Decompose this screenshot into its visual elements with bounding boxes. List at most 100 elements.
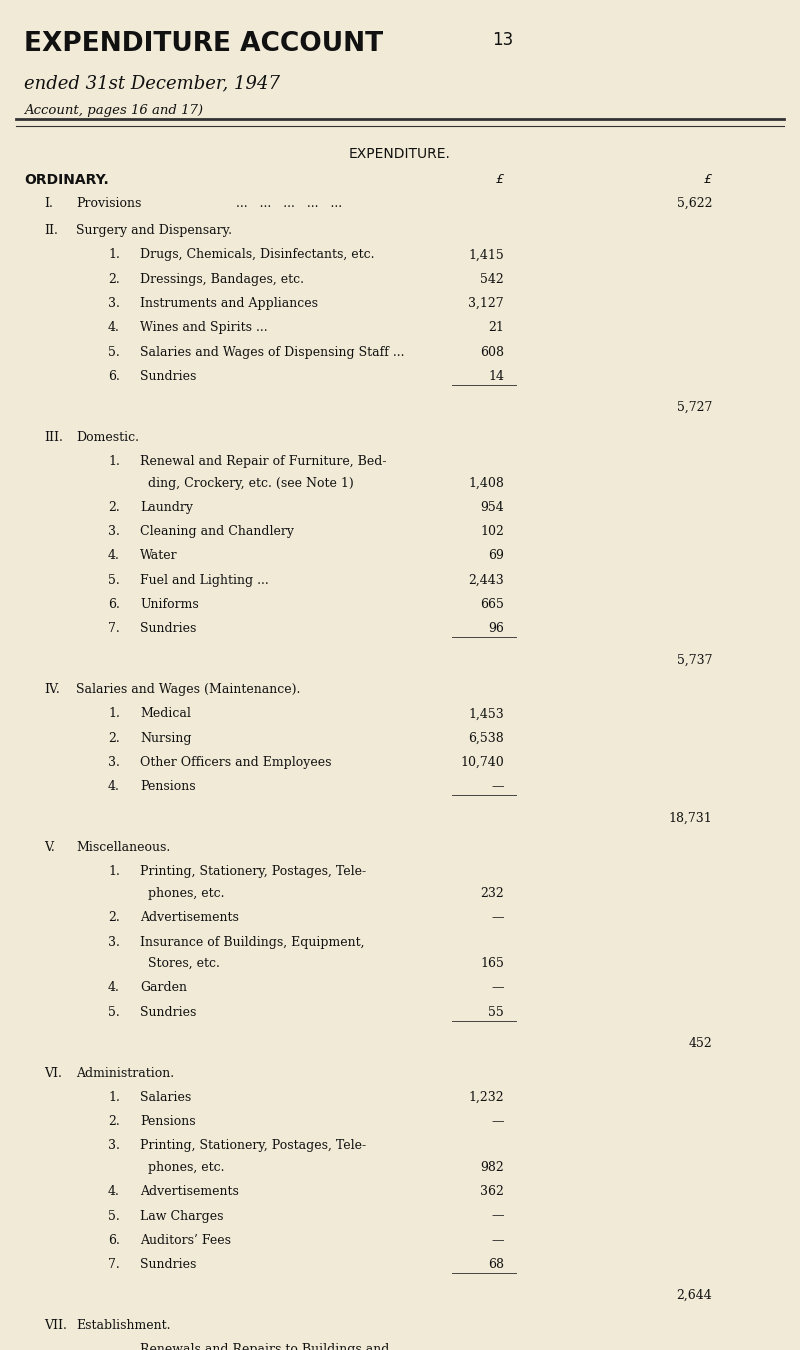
Text: Insurance of Buildings, Equipment,: Insurance of Buildings, Equipment, (140, 936, 365, 949)
Text: EXPENDITURE ACCOUNT: EXPENDITURE ACCOUNT (24, 31, 383, 57)
Text: Pensions: Pensions (140, 1115, 196, 1129)
Text: Account, pages 16 and 17): Account, pages 16 and 17) (24, 104, 203, 117)
Text: 1,453: 1,453 (468, 707, 504, 721)
Text: Surgery and Dispensary.: Surgery and Dispensary. (76, 224, 232, 238)
Text: £: £ (496, 173, 504, 186)
Text: 608: 608 (480, 346, 504, 359)
Text: 21: 21 (488, 321, 504, 335)
Text: 3.: 3. (108, 936, 120, 949)
Text: Sundries: Sundries (140, 1006, 196, 1019)
Text: 982: 982 (480, 1161, 504, 1174)
Text: ding, Crockery, etc. (see Note 1): ding, Crockery, etc. (see Note 1) (148, 477, 354, 490)
Text: 452: 452 (688, 1037, 712, 1050)
Text: Dressings, Bandages, etc.: Dressings, Bandages, etc. (140, 273, 304, 286)
Text: 362: 362 (480, 1185, 504, 1199)
Text: II.: II. (44, 224, 58, 238)
Text: Advertisements: Advertisements (140, 911, 239, 925)
Text: Salaries and Wages of Dispensing Staff ...: Salaries and Wages of Dispensing Staff .… (140, 346, 405, 359)
Text: 2,644: 2,644 (676, 1289, 712, 1303)
Text: —: — (491, 981, 504, 995)
Text: Salaries and Wages (Maintenance).: Salaries and Wages (Maintenance). (76, 683, 300, 697)
Text: Water: Water (140, 549, 178, 563)
Text: 1,415: 1,415 (468, 248, 504, 262)
Text: Other Officers and Employees: Other Officers and Employees (140, 756, 331, 770)
Text: 10,740: 10,740 (460, 756, 504, 770)
Text: 3.: 3. (108, 756, 120, 770)
Text: 954: 954 (480, 501, 504, 514)
Text: 5,622: 5,622 (677, 197, 712, 211)
Text: 3.: 3. (108, 1139, 120, 1153)
Text: 2,443: 2,443 (468, 574, 504, 587)
Text: Printing, Stationery, Postages, Tele-: Printing, Stationery, Postages, Tele- (140, 1139, 366, 1153)
Text: 4.: 4. (108, 1185, 120, 1199)
Text: Printing, Stationery, Postages, Tele-: Printing, Stationery, Postages, Tele- (140, 865, 366, 879)
Text: Uniforms: Uniforms (140, 598, 198, 612)
Text: 165: 165 (480, 957, 504, 971)
Text: —: — (491, 1115, 504, 1129)
Text: VII.: VII. (44, 1319, 67, 1332)
Text: IV.: IV. (44, 683, 60, 697)
Text: 4.: 4. (108, 549, 120, 563)
Text: Provisions: Provisions (76, 197, 142, 211)
Text: Domestic.: Domestic. (76, 431, 139, 444)
Text: Stores, etc.: Stores, etc. (148, 957, 220, 971)
Text: Administration.: Administration. (76, 1066, 174, 1080)
Text: Sundries: Sundries (140, 1258, 196, 1272)
Text: Establishment.: Establishment. (76, 1319, 170, 1332)
Text: 2.: 2. (108, 1115, 120, 1129)
Text: 2.: 2. (108, 911, 120, 925)
Text: 3.: 3. (108, 525, 120, 539)
Text: ...   ...   ...   ...   ...: ... ... ... ... ... (236, 197, 342, 211)
Text: Sundries: Sundries (140, 370, 196, 383)
Text: 2.: 2. (108, 501, 120, 514)
Text: ORDINARY.: ORDINARY. (24, 173, 109, 186)
Text: 1.: 1. (108, 1091, 120, 1104)
Text: 69: 69 (488, 549, 504, 563)
Text: Cleaning and Chandlery: Cleaning and Chandlery (140, 525, 294, 539)
Text: 7.: 7. (108, 622, 120, 636)
Text: 102: 102 (480, 525, 504, 539)
Text: Medical: Medical (140, 707, 191, 721)
Text: phones, etc.: phones, etc. (148, 887, 225, 900)
Text: Advertisements: Advertisements (140, 1185, 239, 1199)
Text: Garden: Garden (140, 981, 187, 995)
Text: III.: III. (44, 431, 63, 444)
Text: VI.: VI. (44, 1066, 62, 1080)
Text: Salaries: Salaries (140, 1091, 191, 1104)
Text: 5.: 5. (108, 574, 120, 587)
Text: Nursing: Nursing (140, 732, 191, 745)
Text: Sundries: Sundries (140, 622, 196, 636)
Text: £: £ (704, 173, 712, 186)
Text: 542: 542 (480, 273, 504, 286)
Text: Auditors’ Fees: Auditors’ Fees (140, 1234, 231, 1247)
Text: 5.: 5. (108, 1006, 120, 1019)
Text: 2.: 2. (108, 273, 120, 286)
Text: EXPENDITURE.: EXPENDITURE. (349, 147, 451, 161)
Text: ended 31st December, 1947: ended 31st December, 1947 (24, 74, 280, 92)
Text: Renewal and Repair of Furniture, Bed-: Renewal and Repair of Furniture, Bed- (140, 455, 386, 468)
Text: 1.: 1. (108, 455, 120, 468)
Text: —: — (491, 780, 504, 794)
Text: 6.: 6. (108, 598, 120, 612)
Text: Miscellaneous.: Miscellaneous. (76, 841, 170, 855)
Text: 1,232: 1,232 (468, 1091, 504, 1104)
Text: 6,538: 6,538 (468, 732, 504, 745)
Text: phones, etc.: phones, etc. (148, 1161, 225, 1174)
Text: 1.: 1. (108, 707, 120, 721)
Text: 232: 232 (480, 887, 504, 900)
Text: 6.: 6. (108, 1234, 120, 1247)
Text: Drugs, Chemicals, Disinfectants, etc.: Drugs, Chemicals, Disinfectants, etc. (140, 248, 374, 262)
Text: 1.: 1. (108, 248, 120, 262)
Text: Law Charges: Law Charges (140, 1210, 223, 1223)
Text: —: — (491, 911, 504, 925)
Text: 5,737: 5,737 (677, 653, 712, 667)
Text: 3,127: 3,127 (468, 297, 504, 310)
Text: 5,727: 5,727 (677, 401, 712, 414)
Text: 7.: 7. (108, 1258, 120, 1272)
Text: 665: 665 (480, 598, 504, 612)
Text: 96: 96 (488, 622, 504, 636)
Text: 1,408: 1,408 (468, 477, 504, 490)
Text: —: — (491, 1234, 504, 1247)
Text: 18,731: 18,731 (668, 811, 712, 825)
Text: 3.: 3. (108, 297, 120, 310)
